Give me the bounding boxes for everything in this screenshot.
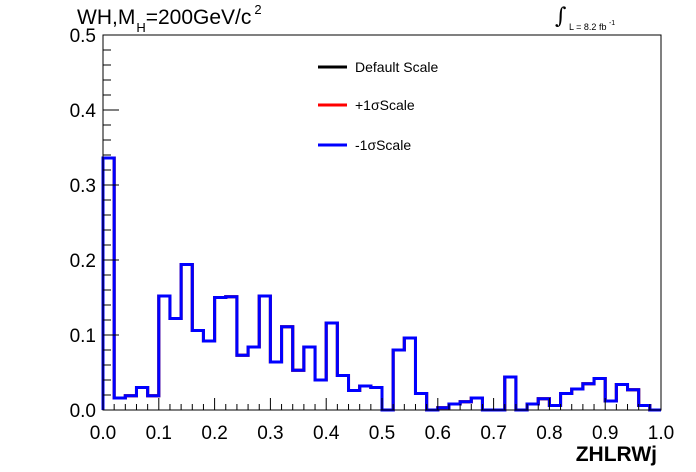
x-tick-label: 0.1 — [146, 423, 172, 444]
y-tick-label: 0.5 — [70, 26, 96, 47]
luminosity-text-wrap: L = 8.2 fb -1 — [569, 20, 616, 32]
title-rest-text: =200GeV/c — [145, 6, 252, 29]
luminosity-text: L = 8.2 fb — [569, 22, 607, 32]
plot-frame — [102, 34, 662, 411]
luminosity-exponent: -1 — [608, 20, 616, 27]
legend-label-2: -1σScale — [355, 137, 411, 153]
series-line-1 — [101, 156, 661, 412]
x-tick-label: 0.7 — [480, 423, 506, 444]
x-tick-label: 0.2 — [201, 423, 227, 444]
x-tick-label: 0.4 — [313, 423, 340, 444]
y-tick-label: 0.3 — [70, 176, 96, 197]
series-line-2 — [101, 156, 661, 412]
y-tick-label: 0.2 — [70, 251, 96, 272]
x-tick-label: 0.5 — [369, 423, 395, 444]
y-tick-label: 0.0 — [70, 401, 96, 422]
title-main-text: WH,M — [77, 6, 136, 29]
legend-label-1: +1σScale — [355, 97, 415, 113]
chart-title: WH,MH=200GeV/c 2 — [77, 2, 262, 35]
y-tick-label: 0.4 — [70, 101, 97, 122]
x-tick-label: 0.8 — [536, 423, 562, 444]
title-superscript: 2 — [254, 2, 262, 17]
x-axis-label: ZHLRWj — [576, 443, 657, 466]
integral-symbol: ∫ — [555, 4, 567, 29]
x-tick-label: 0.0 — [90, 423, 116, 444]
y-tick-label: 0.1 — [70, 326, 96, 347]
title-subscript: H — [136, 20, 146, 35]
x-tick-label: 1.0 — [648, 423, 674, 444]
legend-label-0: Default Scale — [355, 59, 438, 75]
series-line-0 — [101, 156, 661, 412]
x-tick-label: 0.3 — [257, 423, 283, 444]
x-tick-label: 0.9 — [592, 423, 618, 444]
x-tick-label: 0.6 — [425, 423, 451, 444]
